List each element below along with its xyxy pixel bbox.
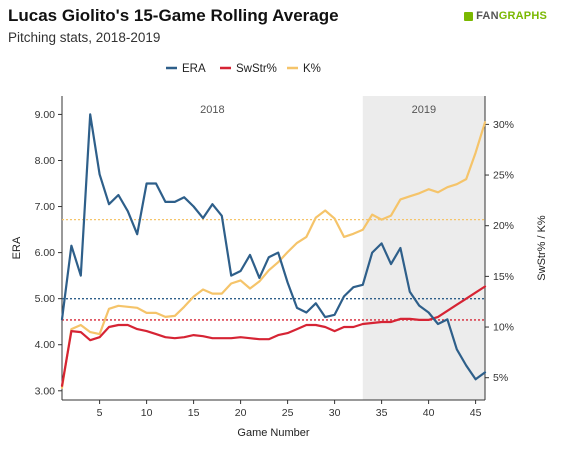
region-label-2019: 2019 <box>412 104 436 116</box>
left-axis-label: ERA <box>11 236 23 259</box>
left-tick-label: 5.00 <box>35 293 56 305</box>
right-tick-label: 20% <box>493 220 514 232</box>
x-tick-label: 15 <box>188 407 200 419</box>
left-tick-label: 6.00 <box>35 247 56 259</box>
fangraphs-logo: FANGRAPHS <box>464 10 547 22</box>
region-shade-2019 <box>362 96 485 400</box>
legend-label-k: K% <box>303 63 321 75</box>
region-label-2018: 2018 <box>200 104 224 116</box>
fangraphs-logo-icon <box>464 11 474 21</box>
left-tick-label: 8.00 <box>35 155 56 167</box>
series-line-k <box>60 121 487 389</box>
logo-text-fan: FAN <box>476 10 499 22</box>
x-tick-label: 35 <box>376 407 388 419</box>
series-line-swstr <box>60 285 487 387</box>
left-tick-label: 7.00 <box>35 201 56 213</box>
chart-title: Lucas Giolito's 15-Game Rolling Average <box>8 6 339 25</box>
x-tick-label: 10 <box>141 407 153 419</box>
legend-label-swstr: SwStr% <box>236 63 277 75</box>
logo-text-graphs: GRAPHS <box>498 10 547 22</box>
right-tick-label: 5% <box>493 372 508 384</box>
right-tick-label: 10% <box>493 322 514 334</box>
chart-subtitle: Pitching stats, 2018-2019 <box>8 30 161 45</box>
left-tick-label: 4.00 <box>35 339 56 351</box>
right-tick-label: 25% <box>493 170 514 182</box>
x-tick-label: 25 <box>282 407 294 419</box>
x-tick-label: 5 <box>97 407 103 419</box>
x-tick-label: 40 <box>423 407 435 419</box>
legend-label-era: ERA <box>182 63 206 75</box>
x-tick-label: 45 <box>470 407 482 419</box>
x-tick-label: 30 <box>329 407 341 419</box>
left-tick-label: 3.00 <box>35 385 56 397</box>
series-line-era <box>60 113 487 381</box>
x-tick-label: 20 <box>235 407 247 419</box>
left-tick-label: 9.00 <box>35 109 56 121</box>
x-axis-label: Game Number <box>237 427 309 439</box>
right-tick-label: 30% <box>493 119 514 131</box>
right-tick-label: 15% <box>493 271 514 283</box>
right-axis-label: SwStr% / K% <box>536 215 548 281</box>
